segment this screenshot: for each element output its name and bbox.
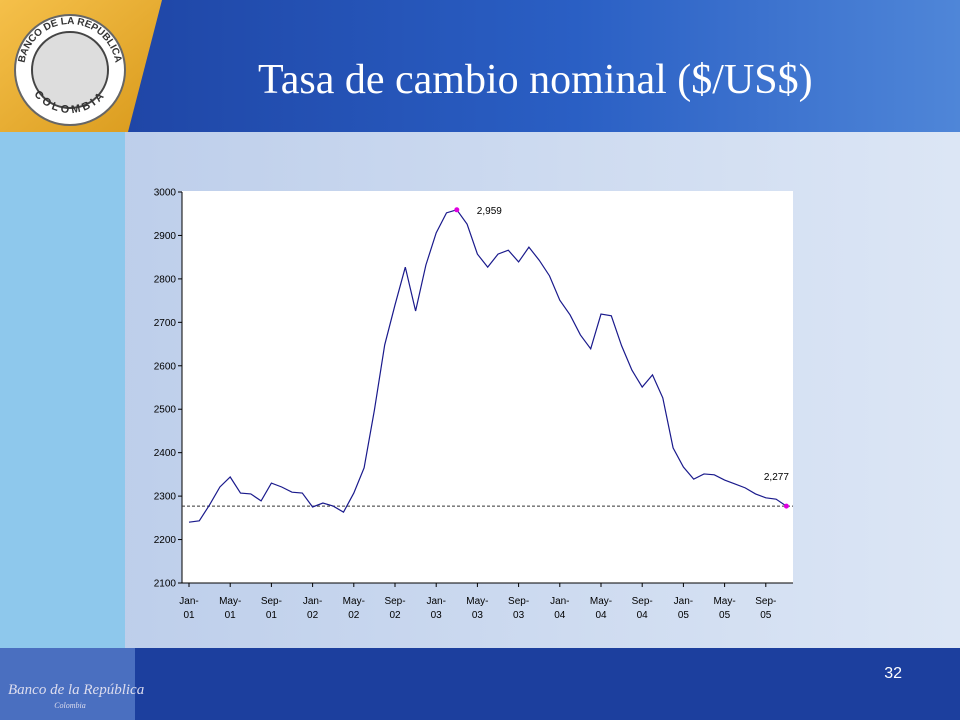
footer-left xyxy=(0,648,135,720)
highlight-point xyxy=(783,503,789,509)
footer-name: Banco de la República xyxy=(8,682,144,698)
highlight-point xyxy=(454,207,460,213)
slide-title: Tasa de cambio nominal ($/US$) xyxy=(258,57,813,103)
y-tick-label: 2400 xyxy=(154,448,177,459)
data-label: 2,959 xyxy=(477,206,502,217)
page-number: 32 xyxy=(884,665,902,682)
header-band xyxy=(0,0,960,132)
x-tick-label: Sep-04 xyxy=(632,596,653,621)
x-tick-label: Sep-01 xyxy=(261,596,282,621)
plot-area xyxy=(182,191,793,583)
y-tick-label: 2700 xyxy=(154,318,177,329)
y-tick-label: 2800 xyxy=(154,274,177,285)
x-tick-label: Jan-04 xyxy=(550,596,569,621)
y-tick-label: 2500 xyxy=(154,405,177,416)
y-tick-label: 3000 xyxy=(154,188,177,199)
y-tick-label: 2100 xyxy=(154,579,177,590)
y-tick-label: 2200 xyxy=(154,535,177,546)
data-label: 2,277 xyxy=(764,472,789,483)
x-tick-label: Jan-01 xyxy=(179,596,198,621)
series-line xyxy=(188,209,787,523)
x-tick-label: Sep-03 xyxy=(508,596,529,621)
footer-country: Colombia xyxy=(54,701,86,710)
x-tick-label: May-04 xyxy=(590,596,612,621)
x-tick-label: May-05 xyxy=(713,596,735,621)
x-tick-label: Jan-02 xyxy=(303,596,322,621)
x-tick-label: Jan-03 xyxy=(426,596,445,621)
x-tick-label: Jan-05 xyxy=(674,596,693,621)
x-tick-label: Sep-02 xyxy=(384,596,405,621)
x-tick-label: May-01 xyxy=(219,596,241,621)
chart: 2100 2200 2300 2400 2500 2600 2700 2800 2900 3000… xyxy=(154,188,793,621)
y-tick-label: 2300 xyxy=(154,492,177,503)
y-tick-label: 2600 xyxy=(154,361,177,372)
left-stripe xyxy=(0,130,125,650)
logo-center xyxy=(31,31,109,109)
y-tick-label: 2900 xyxy=(154,231,177,242)
x-tick-label: May-03 xyxy=(466,596,488,621)
x-tick-label: Sep-05 xyxy=(755,596,776,621)
footer-band xyxy=(0,648,960,720)
x-tick-label: May-02 xyxy=(343,596,365,621)
